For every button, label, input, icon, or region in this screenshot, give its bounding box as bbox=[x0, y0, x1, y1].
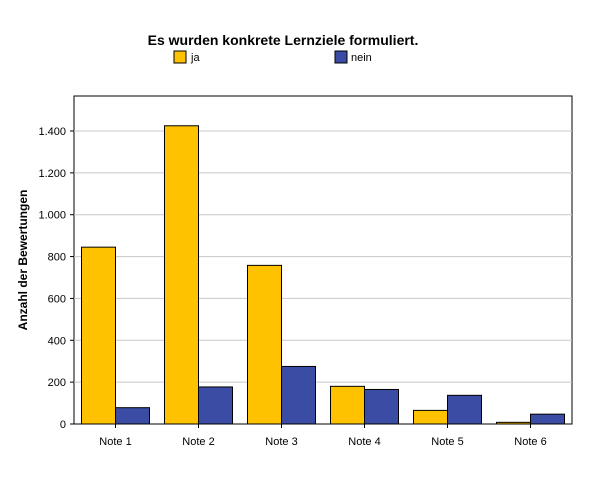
legend-swatch-ja bbox=[173, 50, 187, 64]
y-tick-label: 1.000 bbox=[38, 210, 66, 222]
gridlines bbox=[74, 130, 572, 383]
y-tick-label: 800 bbox=[48, 252, 66, 264]
x-tick-label: Note 2 bbox=[182, 436, 214, 448]
legend: ja nein bbox=[173, 50, 372, 64]
y-axis-ticks: 0 200 400 600 800 1.000 1.200 1.400 bbox=[38, 126, 74, 431]
y-tick-label: 400 bbox=[48, 335, 66, 347]
bar-ja-note-6 bbox=[496, 421, 531, 425]
bar-nein-note-3 bbox=[281, 365, 316, 425]
bar-nein-note-5 bbox=[447, 394, 482, 425]
x-tick-label: Note 5 bbox=[431, 436, 463, 448]
legend-swatch-nein bbox=[334, 50, 348, 64]
bar-ja-note-1 bbox=[81, 246, 116, 425]
legend-label-nein: nein bbox=[351, 52, 372, 64]
y-tick-label: 600 bbox=[48, 293, 66, 305]
y-axis-label: Anzahl der Bewertungen bbox=[16, 190, 30, 331]
plot-area bbox=[73, 95, 573, 425]
x-tick-label: Note 4 bbox=[348, 436, 380, 448]
chart-title: Es wurden konkrete Lernziele formuliert. bbox=[148, 32, 419, 48]
x-axis-ticks: Note 1 Note 2 Note 3 Note 4 Note 5 Note 6 bbox=[99, 424, 547, 448]
bar-ja-note-3 bbox=[247, 264, 282, 425]
y-tick-label: 200 bbox=[48, 377, 66, 389]
legend-label-ja: ja bbox=[190, 52, 200, 64]
y-tick-label: 0 bbox=[60, 419, 66, 431]
bars bbox=[81, 125, 565, 425]
bar-nein-note-1 bbox=[115, 407, 150, 425]
x-tick-label: Note 3 bbox=[265, 436, 297, 448]
bar-ja-note-4 bbox=[330, 385, 365, 425]
bar-nein-note-4 bbox=[364, 388, 399, 425]
x-tick-label: Note 6 bbox=[514, 436, 546, 448]
y-tick-label: 1.400 bbox=[38, 126, 66, 138]
x-tick-label: Note 1 bbox=[99, 436, 131, 448]
bar-nein-note-6 bbox=[530, 413, 565, 425]
bar-ja-note-2 bbox=[164, 125, 199, 425]
bar-ja-note-5 bbox=[413, 409, 448, 425]
bar-nein-note-2 bbox=[198, 386, 233, 425]
y-tick-label: 1.200 bbox=[38, 168, 66, 180]
